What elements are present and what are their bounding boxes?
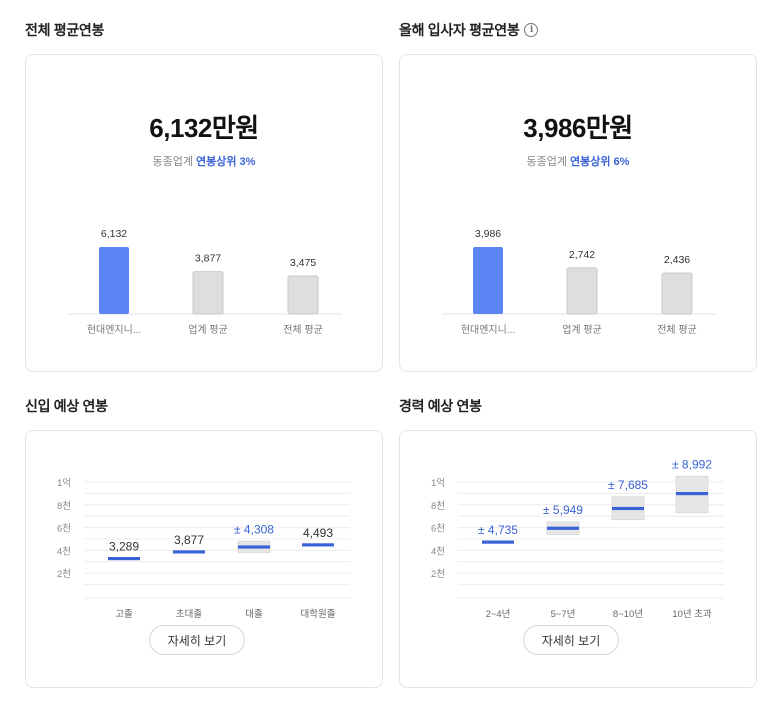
new-hire-salary-category-label-1: 업계 평균	[562, 323, 602, 336]
entry-salary-value-label-0: 3,289	[109, 540, 139, 554]
entry-salary-median-mark-2	[238, 545, 270, 549]
entry-salary-median-mark-1	[173, 550, 205, 554]
avg-salary-value-label-1: 3,877	[195, 253, 221, 265]
entry-salary-value-label-3: 4,493	[303, 526, 333, 540]
career-salary-range-chart: 2천 4천 6천 8천 1억 ± 4,735 2~4년 ± 5,949 5~7년 ± 7,685 8…	[431, 457, 724, 620]
entry-salary-value-label-2: ± 4,308	[234, 522, 274, 536]
career-salary-median-mark-3	[676, 491, 708, 496]
avg-salary-rank-highlight: 연봉상위 3%	[196, 156, 256, 168]
avg-salary-category-label-0: 현대엔지니...	[87, 324, 141, 336]
entry-salary-category-label-3: 대학원졸	[301, 609, 336, 620]
new-hire-salary-title-text: 올해 입사자 평균연봉	[399, 22, 520, 38]
avg-salary-rank: 동종업계 연봉상위 3%	[26, 153, 382, 169]
avg-salary-bar-chart: 6,132 현대엔지니... 3,877 업계 평균 3,475 전체 평균	[68, 228, 342, 336]
career-salary-median-mark-2	[612, 506, 644, 511]
career-salary-median-mark-1	[547, 526, 579, 530]
career-salary-ytick-3: 8천	[431, 501, 445, 512]
avg-salary-rank-prefix: 동종업계	[152, 156, 194, 168]
career-salary-ytick-4: 1억	[431, 477, 445, 489]
career-salary-title: 경력 예상 연봉	[399, 396, 482, 416]
career-salary-title-text: 경력 예상 연봉	[399, 398, 482, 414]
entry-salary-range-chart: 2천 4천 6천 8천 1억 3,289 고졸 3,877 초대졸 ± 4,308 대졸 4,493 대…	[57, 477, 350, 620]
new-hire-salary-category-label-2: 전체 평균	[657, 324, 697, 336]
entry-salary-median-mark-0	[108, 557, 140, 561]
new-hire-salary-bar-2	[661, 272, 693, 315]
entry-salary-ytick-1: 4천	[57, 546, 71, 557]
entry-salary-ytick-4: 1억	[57, 477, 71, 489]
new-hire-salary-rank-highlight: 연봉상위 6%	[570, 156, 630, 168]
career-salary-card: 2천 4천 6천 8천 1억 ± 4,735 2~4년 ± 5,949 5~7년 ± 7,685 8…	[399, 430, 757, 688]
info-icon[interactable]: i	[524, 23, 539, 37]
career-salary-category-label-1: 5~7년	[551, 609, 576, 620]
avg-salary-category-label-2: 전체 평균	[283, 324, 323, 336]
avg-salary-value-label-0: 6,132	[101, 228, 127, 240]
new-hire-salary-category-label-0: 현대엔지니...	[461, 324, 515, 336]
avg-salary-category-label-1: 업계 평균	[188, 323, 228, 336]
avg-salary-title: 전체 평균연봉	[25, 20, 104, 40]
new-hire-salary-card: 3,986만원 동종업계 연봉상위 6% 3,986 현대엔지니... 2,742 업계…	[399, 54, 757, 372]
career-salary-value-label-1: ± 5,949	[543, 503, 583, 517]
avg-salary-bar-0	[99, 247, 129, 314]
career-salary-category-label-0: 2~4년	[486, 609, 511, 620]
avg-salary-value: 6,132만원	[149, 113, 259, 143]
new-hire-salary-rank-prefix: 동종업계	[526, 156, 568, 168]
career-salary-ytick-1: 4천	[431, 546, 445, 557]
avg-salary-title-text: 전체 평균연봉	[25, 22, 105, 38]
entry-salary-category-label-2: 대졸	[245, 609, 263, 620]
career-salary-ytick-0: 2천	[431, 569, 445, 580]
new-hire-salary-value-label-2: 2,436	[664, 254, 690, 266]
entry-salary-card: 2천 4천 6천 8천 1억 3,289 고졸 3,877 초대졸 ± 4,308 대졸 4,493 대…	[25, 430, 383, 688]
entry-salary-ytick-3: 8천	[57, 501, 71, 512]
new-hire-salary-bar-0	[473, 247, 503, 314]
entry-salary-category-label-1: 초대졸	[176, 609, 202, 620]
avg-salary-value-label-2: 3,475	[290, 257, 316, 269]
new-hire-salary-bar-1	[566, 267, 598, 315]
avg-salary-card: 6,132만원 동종업계 연봉상위 3% 6,132 현대엔지니... 3,877 업계…	[25, 54, 383, 372]
career-salary-category-label-3: 10년 초과	[672, 609, 712, 620]
entry-salary-median-mark-3	[302, 543, 334, 547]
career-salary-value-label-2: ± 7,685	[608, 478, 648, 492]
career-salary-ytick-2: 6천	[431, 524, 445, 535]
career-salary-value-label-3: ± 8,992	[672, 457, 712, 471]
entry-salary-category-label-0: 고졸	[115, 609, 133, 620]
career-detail-button[interactable]: 자세히 보기	[523, 625, 619, 655]
new-hire-salary-rank: 동종업계 연봉상위 6%	[400, 153, 756, 169]
new-hire-salary-title: 올해 입사자 평균연봉 i	[399, 20, 539, 40]
new-hire-salary-value: 3,986만원	[523, 113, 633, 143]
entry-salary-ytick-0: 2천	[57, 569, 71, 580]
career-salary-value-label-0: ± 4,735	[478, 523, 518, 537]
new-hire-salary-value-label-1: 2,742	[569, 249, 595, 261]
career-salary-median-mark-0	[482, 540, 514, 544]
avg-salary-bar-2	[287, 275, 319, 315]
entry-salary-value-label-1: 3,877	[174, 533, 204, 547]
avg-salary-bar-1	[192, 271, 224, 315]
career-salary-category-label-2: 8~10년	[613, 609, 643, 620]
entry-salary-ytick-2: 6천	[57, 524, 71, 535]
entry-salary-title-text: 신입 예상 연봉	[25, 398, 108, 414]
new-hire-salary-bar-chart: 3,986 현대엔지니... 2,742 업계 평균 2,436 전체 평균	[442, 228, 716, 336]
new-hire-salary-value-label-0: 3,986	[475, 228, 501, 240]
entry-detail-button[interactable]: 자세히 보기	[149, 625, 245, 655]
entry-salary-title: 신입 예상 연봉	[25, 396, 108, 416]
